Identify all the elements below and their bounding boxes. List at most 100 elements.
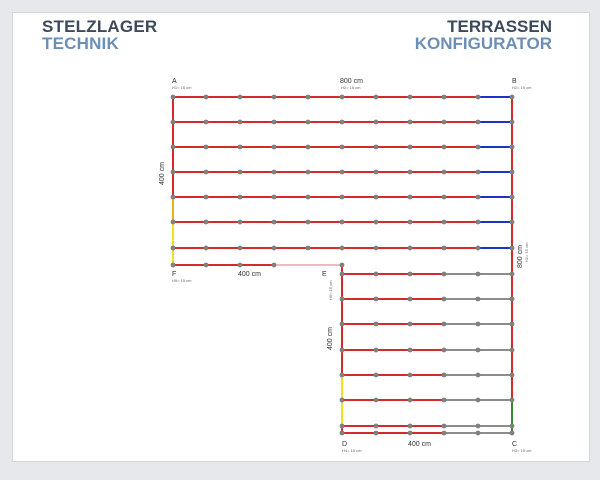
corner-d-height: H4= 15 cm <box>342 448 362 453</box>
support-pad <box>475 194 481 200</box>
support-pad <box>407 372 413 378</box>
support-pad <box>271 169 277 175</box>
support-pad <box>407 430 413 436</box>
support-pad <box>339 296 345 302</box>
support-pad <box>339 194 345 200</box>
support-pad <box>407 194 413 200</box>
support-pad <box>407 347 413 353</box>
support-pad <box>475 372 481 378</box>
support-pad <box>170 119 176 125</box>
support-pad <box>237 245 243 251</box>
support-pad <box>407 144 413 150</box>
support-pad <box>509 219 515 225</box>
support-pad <box>237 194 243 200</box>
support-pad <box>475 321 481 327</box>
support-pad <box>407 245 413 251</box>
dimension-top-height: H2= 15 cm <box>341 85 361 90</box>
support-pad <box>441 423 447 429</box>
support-pad <box>475 430 481 436</box>
support-pad <box>441 372 447 378</box>
support-pad <box>203 219 209 225</box>
corner-a-label: A <box>172 78 177 85</box>
support-pad <box>373 397 379 403</box>
support-pad <box>373 423 379 429</box>
support-pad <box>373 430 379 436</box>
support-pad <box>271 245 277 251</box>
support-pad <box>407 296 413 302</box>
support-pad <box>509 271 515 277</box>
support-pad <box>170 144 176 150</box>
corner-a-height: H1= 15 cm <box>172 85 192 90</box>
support-pad <box>373 321 379 327</box>
support-pad <box>339 397 345 403</box>
corner-f-height: H5= 15 cm <box>172 278 192 283</box>
support-pad <box>407 219 413 225</box>
support-pad <box>170 262 176 268</box>
support-pad <box>407 119 413 125</box>
corner-c-label: C <box>512 441 517 448</box>
support-pad <box>170 219 176 225</box>
support-pad <box>339 423 345 429</box>
support-pad <box>509 194 515 200</box>
dimension-bottom: 400 cm <box>408 441 431 448</box>
support-layer <box>170 94 515 436</box>
support-pad <box>237 144 243 150</box>
support-pad <box>305 169 311 175</box>
support-pad <box>237 219 243 225</box>
support-pad <box>475 423 481 429</box>
support-pad <box>475 347 481 353</box>
support-pad <box>339 219 345 225</box>
support-pad <box>203 94 209 100</box>
support-pad <box>407 94 413 100</box>
support-pad <box>509 94 515 100</box>
support-pad <box>407 423 413 429</box>
support-pad <box>407 271 413 277</box>
support-pad <box>339 119 345 125</box>
dimension-inner-bottom: 400 cm <box>238 271 261 278</box>
support-pad <box>305 119 311 125</box>
support-pad <box>339 144 345 150</box>
support-pad <box>407 169 413 175</box>
support-pad <box>407 321 413 327</box>
brand-logo: STELZLAGER TECHNIK <box>42 18 157 52</box>
corner-e-label: E <box>322 271 327 278</box>
dimension-top: 800 cm <box>340 78 363 85</box>
support-pad <box>441 321 447 327</box>
support-pad <box>339 430 345 436</box>
support-pad <box>339 94 345 100</box>
support-pad <box>509 119 515 125</box>
support-pad <box>441 194 447 200</box>
support-pad <box>339 262 345 268</box>
support-pad <box>305 245 311 251</box>
support-pad <box>407 397 413 403</box>
support-pad <box>475 169 481 175</box>
support-pad <box>170 94 176 100</box>
support-pad <box>373 94 379 100</box>
dimension-left: 400 cm <box>159 162 166 185</box>
support-pad <box>509 423 515 429</box>
dimension-e-height: H5= 15 cm <box>328 280 333 300</box>
support-pad <box>237 119 243 125</box>
corner-d-label: D <box>342 441 347 448</box>
support-pad <box>271 219 277 225</box>
support-pad <box>170 194 176 200</box>
corner-b-label: B <box>512 78 517 85</box>
support-pad <box>441 119 447 125</box>
support-pad <box>509 169 515 175</box>
support-pad <box>271 144 277 150</box>
support-pad <box>509 245 515 251</box>
support-pad <box>203 169 209 175</box>
support-pad <box>305 194 311 200</box>
support-pad <box>509 347 515 353</box>
support-pad <box>373 296 379 302</box>
support-pad <box>373 372 379 378</box>
support-pad <box>339 169 345 175</box>
support-pad <box>475 296 481 302</box>
support-pad <box>305 94 311 100</box>
support-pad <box>509 372 515 378</box>
support-pad <box>509 144 515 150</box>
support-pad <box>373 347 379 353</box>
corner-b-height: H2= 15 cm <box>512 85 532 90</box>
support-pad <box>475 245 481 251</box>
